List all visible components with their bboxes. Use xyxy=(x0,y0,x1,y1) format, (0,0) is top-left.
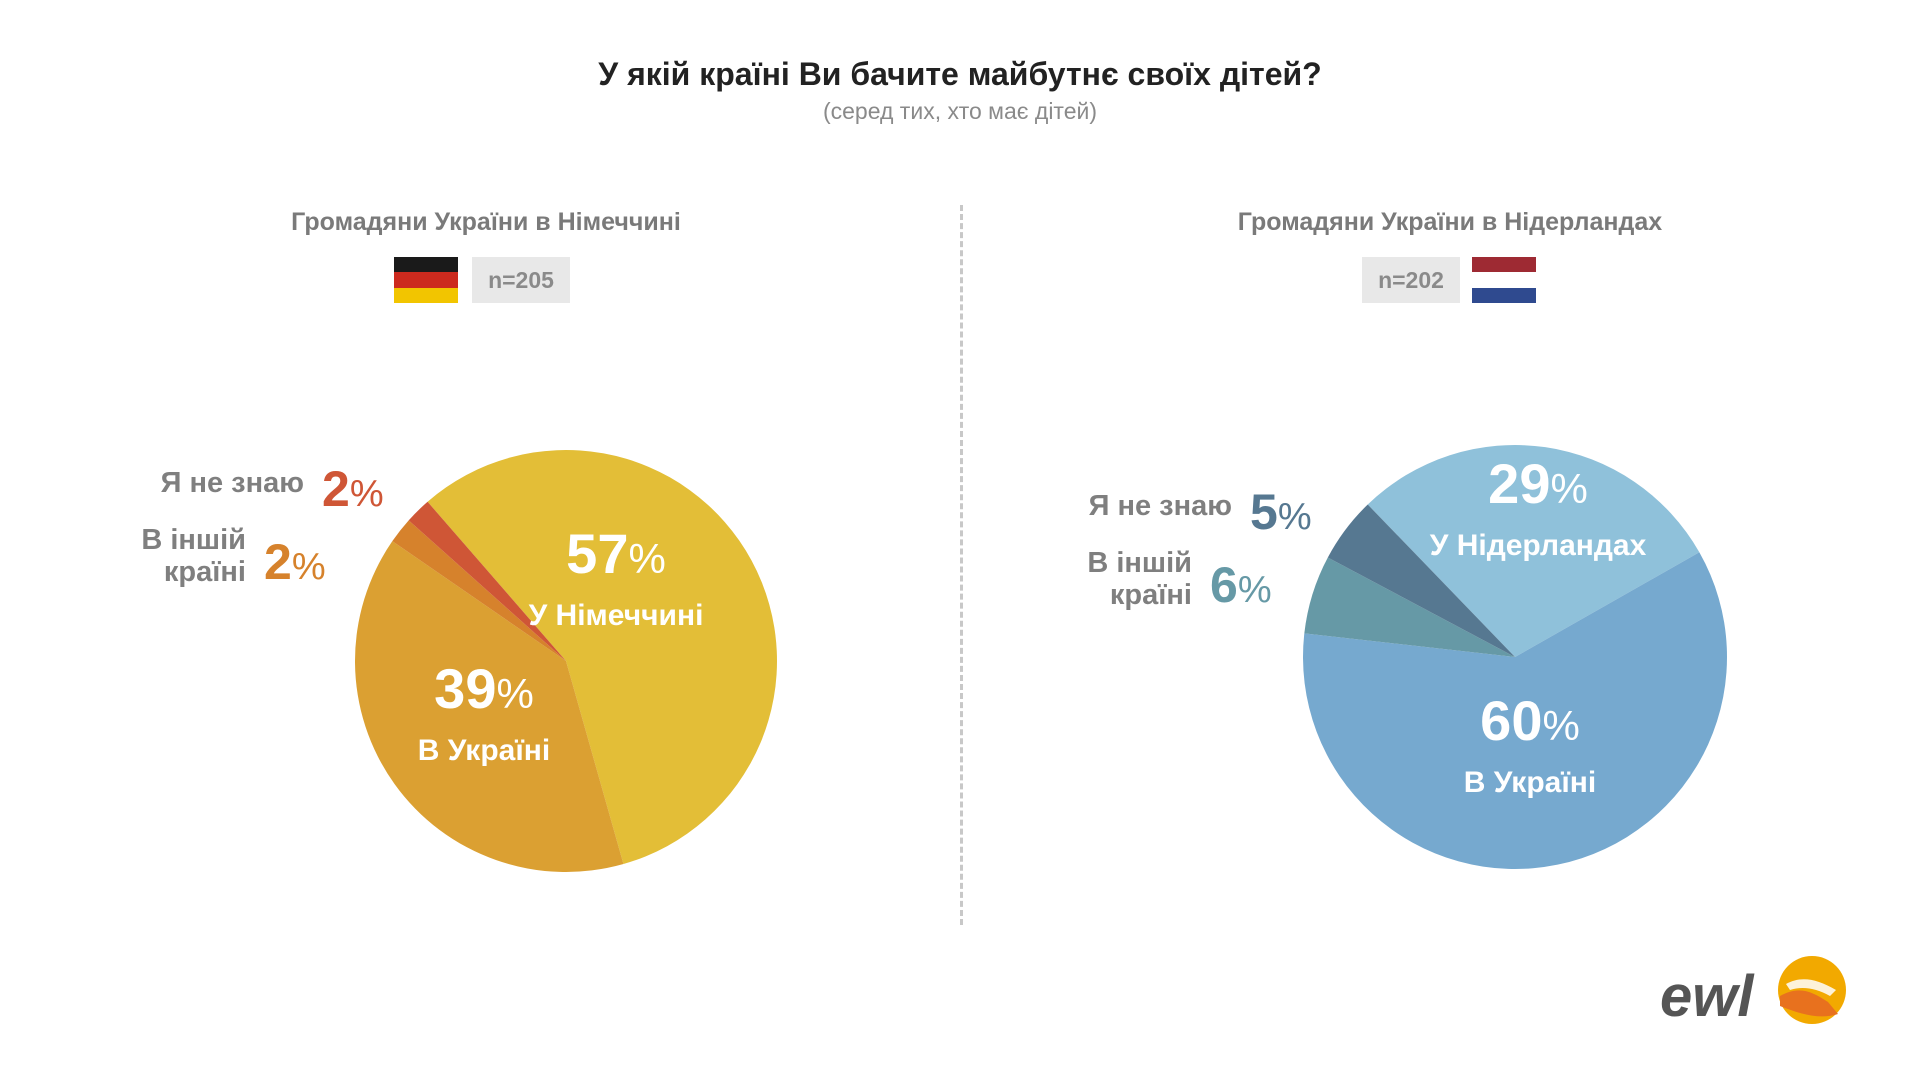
slice-category-label: В Україні xyxy=(418,734,550,767)
slice-value-label: 6% xyxy=(1210,557,1272,613)
flag-stripe xyxy=(1472,257,1536,273)
slice-category-label: Я не знаю xyxy=(161,467,304,499)
slice-category-label: Я не знаю xyxy=(1089,490,1232,522)
logo-text: ewl xyxy=(1660,964,1755,1029)
pie-slice xyxy=(1304,557,1515,657)
slice-value-label: 2% xyxy=(322,461,384,517)
germany-flag-icon xyxy=(394,257,458,303)
pie-slice xyxy=(355,541,624,873)
pie-slice xyxy=(1302,552,1727,869)
slice-value-label: 39% xyxy=(434,657,534,720)
slice-category-label: країні xyxy=(1110,579,1192,611)
pie-chart-1: 29% У Нідерландах 60% В Україні В іншійкраїн… xyxy=(1087,444,1727,869)
flag-stripe xyxy=(394,257,458,273)
slice-value-label: 5% xyxy=(1250,484,1312,540)
sample-size-badge-netherlands: n=202 xyxy=(1362,257,1460,303)
slice-value-label: 57% xyxy=(566,522,666,585)
handshake-icon xyxy=(1780,990,1838,1017)
sample-size-badge-germany: n=205 xyxy=(472,257,570,303)
flag-stripe xyxy=(394,287,458,303)
slice-category-label: країні xyxy=(164,556,246,588)
slice-category-label: В іншій xyxy=(1087,547,1192,579)
slice-value-label: 29% xyxy=(1488,452,1588,515)
slice-value-label: 2% xyxy=(264,534,326,590)
slice-category-label: В іншій xyxy=(141,524,246,556)
panel-heading-netherlands: Громадяни України в Нідерландах xyxy=(1237,208,1663,236)
slice-category-label: В Україні xyxy=(1464,766,1596,799)
flag-stripe xyxy=(394,272,458,288)
pie-slice xyxy=(427,450,777,865)
panel-heading-germany: Громадяни України в Німеччині xyxy=(291,208,681,236)
panel-divider xyxy=(960,205,963,925)
slice-category-label: У Нідерландах xyxy=(1430,529,1647,562)
handshake-highlight xyxy=(1786,979,1836,996)
flag-stripe xyxy=(1472,287,1536,303)
pie-slice xyxy=(1327,504,1515,657)
pie-slice xyxy=(1367,444,1700,657)
pie-slice xyxy=(392,520,566,661)
slice-category-label: У Німеччині xyxy=(529,599,704,632)
chart-title: У якій країні Ви бачите майбутнє своїх д… xyxy=(598,56,1322,92)
pie-slice xyxy=(408,501,566,661)
flag-stripe xyxy=(1472,272,1536,288)
ewl-logo: ewl xyxy=(1660,956,1846,1029)
netherlands-flag-icon xyxy=(1472,257,1536,303)
slice-value-label: 60% xyxy=(1480,689,1580,752)
chart-subtitle: (серед тих, хто має дітей) xyxy=(822,98,1098,124)
